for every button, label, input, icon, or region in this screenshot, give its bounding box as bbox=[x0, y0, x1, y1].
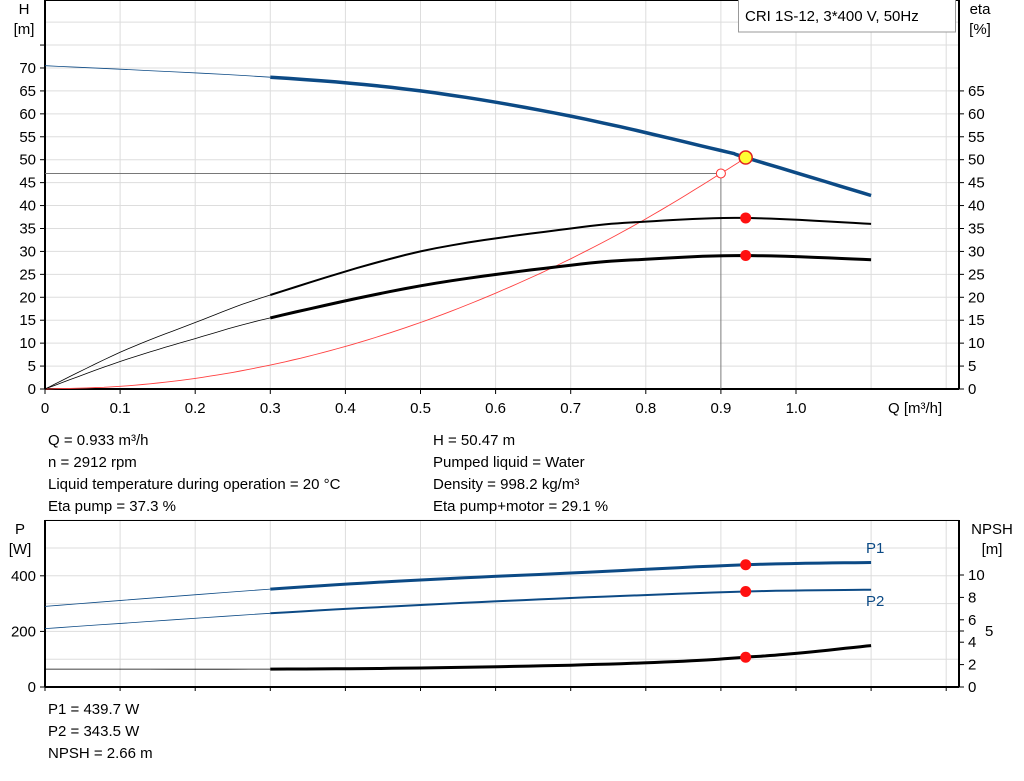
head-curve-extrapolated bbox=[44, 65, 271, 78]
info-left: Q = 0.933 m³/h n = 2912 rpm Liquid tempe… bbox=[48, 430, 340, 518]
p2-label: P2 bbox=[866, 593, 884, 610]
npsh-axis-label: NPSH bbox=[971, 521, 1013, 538]
y-tick-label: 20 bbox=[19, 289, 36, 306]
y2-tick-label: 65 bbox=[968, 83, 985, 100]
info-liquid: Pumped liquid = Water bbox=[433, 454, 585, 471]
x-tick-label: 0.2 bbox=[185, 400, 206, 417]
eta-pump-curve-extrapolated bbox=[44, 294, 271, 390]
p-tick-label: 400 bbox=[11, 568, 36, 585]
y-tick-label: 30 bbox=[19, 243, 36, 260]
y2-tick-label: 15 bbox=[968, 312, 985, 329]
y-tick-label: 5 bbox=[28, 358, 36, 375]
info-eta-pump: Eta pump = 37.3 % bbox=[48, 498, 176, 515]
eta-pump-motor-curve-extrapolated bbox=[44, 317, 271, 390]
y-tick-label: 65 bbox=[19, 83, 36, 100]
y-tick-label: 40 bbox=[19, 198, 36, 215]
y-tick-label: 10 bbox=[19, 335, 36, 352]
y2-axis-unit: [%] bbox=[969, 21, 991, 38]
y-tick-label: 70 bbox=[19, 60, 36, 77]
y2-tick-label: 0 bbox=[968, 381, 976, 398]
y2-tick-label: 5 bbox=[968, 358, 976, 375]
p-axis-unit: [W] bbox=[9, 541, 32, 558]
npsh-curve bbox=[270, 644, 872, 671]
info-n: n = 2912 rpm bbox=[48, 454, 137, 471]
y-tick-label: 35 bbox=[19, 220, 36, 237]
info-p1: P1 = 439.7 W bbox=[48, 701, 140, 718]
npsh-tick-label: 10 bbox=[968, 567, 985, 584]
legend-text: CRI 1S-12, 3*400 V, 50Hz bbox=[745, 8, 919, 25]
y2-tick-label: 60 bbox=[968, 106, 985, 123]
info-eta-pump-motor: Eta pump+motor = 29.1 % bbox=[433, 498, 609, 515]
info-h: H = 50.47 m bbox=[433, 432, 516, 449]
y-tick-label: 55 bbox=[19, 129, 36, 146]
x-tick-label: 0.5 bbox=[410, 400, 431, 417]
x-tick-label: 0.9 bbox=[710, 400, 731, 417]
y-tick-label: 25 bbox=[19, 266, 36, 283]
npsh-tick-label: 5 bbox=[985, 623, 993, 640]
y-tick-label: 45 bbox=[19, 175, 36, 192]
y2-tick-label: 10 bbox=[968, 335, 985, 352]
y2-axis-label: eta bbox=[970, 1, 992, 18]
info-bottom: P1 = 439.7 W P2 = 343.5 W NPSH = 2.66 m bbox=[48, 699, 153, 765]
y-tick-label: 50 bbox=[19, 152, 36, 169]
x-tick-label: 0 bbox=[41, 400, 49, 417]
p1-duty-point bbox=[740, 559, 752, 571]
y2-tick-label: 45 bbox=[968, 175, 985, 192]
x-tick-label: 0.6 bbox=[485, 400, 506, 417]
info-npsh: NPSH = 2.66 m bbox=[48, 745, 153, 762]
y2-tick-label: 20 bbox=[968, 289, 985, 306]
p2-duty-point bbox=[740, 586, 752, 598]
y-tick-label: 60 bbox=[19, 106, 36, 123]
npsh-tick-label: 6 bbox=[968, 612, 976, 629]
y-tick-label: 15 bbox=[19, 312, 36, 329]
info-right: H = 50.47 m Pumped liquid = Water Densit… bbox=[433, 430, 608, 518]
x-tick-label: 0.4 bbox=[335, 400, 356, 417]
x-axis-label: Q [m³/h] bbox=[888, 400, 942, 417]
npsh-tick-label: 4 bbox=[968, 634, 976, 651]
y2-tick-label: 40 bbox=[968, 198, 985, 215]
info-p2: P2 = 343.5 W bbox=[48, 723, 140, 740]
npsh-tick-label: 2 bbox=[968, 657, 976, 674]
system-curve bbox=[44, 157, 746, 390]
eta-pump-motor-curve bbox=[269, 253, 872, 320]
y2-tick-label: 35 bbox=[968, 220, 985, 237]
head-duty-point bbox=[738, 150, 753, 165]
p2-curve bbox=[270, 588, 872, 615]
x-tick-label: 0.3 bbox=[260, 400, 281, 417]
p-axis-label: P bbox=[15, 521, 25, 538]
head-curve bbox=[270, 75, 872, 198]
y2-tick-label: 50 bbox=[968, 152, 985, 169]
info-density: Density = 998.2 kg/m³ bbox=[433, 476, 580, 493]
cursor-point bbox=[715, 168, 726, 179]
plot-area bbox=[45, 0, 959, 389]
x-tick-label: 0.7 bbox=[560, 400, 581, 417]
y2-tick-label: 55 bbox=[968, 129, 985, 146]
npsh-tick-label: 0 bbox=[968, 679, 976, 696]
info-q: Q = 0.933 m³/h bbox=[48, 432, 149, 449]
info-temp: Liquid temperature during operation = 20… bbox=[48, 476, 341, 493]
p-tick-label: 0 bbox=[28, 679, 36, 696]
y2-tick-label: 25 bbox=[968, 266, 985, 283]
y-tick-label: 0 bbox=[28, 381, 36, 398]
eta-pump-duty-point bbox=[740, 212, 752, 224]
y-axis-label: H bbox=[19, 1, 30, 18]
npsh-tick-label: 8 bbox=[968, 589, 976, 606]
x-tick-label: 0.1 bbox=[110, 400, 131, 417]
p1-label: P1 bbox=[866, 540, 884, 557]
x-tick-label: 1.0 bbox=[786, 400, 807, 417]
legend-box bbox=[738, 0, 956, 33]
y-axis-unit: [m] bbox=[14, 21, 35, 38]
npsh-axis-unit: [m] bbox=[982, 541, 1003, 558]
p2-curve-extrapolated bbox=[44, 612, 271, 629]
p-tick-label: 200 bbox=[11, 623, 36, 640]
y2-tick-label: 30 bbox=[968, 243, 985, 260]
p1-curve-extrapolated bbox=[44, 588, 271, 607]
npsh-duty-point bbox=[740, 651, 752, 663]
p1-curve bbox=[270, 561, 872, 591]
x-tick-label: 0.8 bbox=[635, 400, 656, 417]
eta-pump-motor-duty-point bbox=[740, 250, 752, 262]
eta-pump-curve bbox=[269, 216, 872, 296]
